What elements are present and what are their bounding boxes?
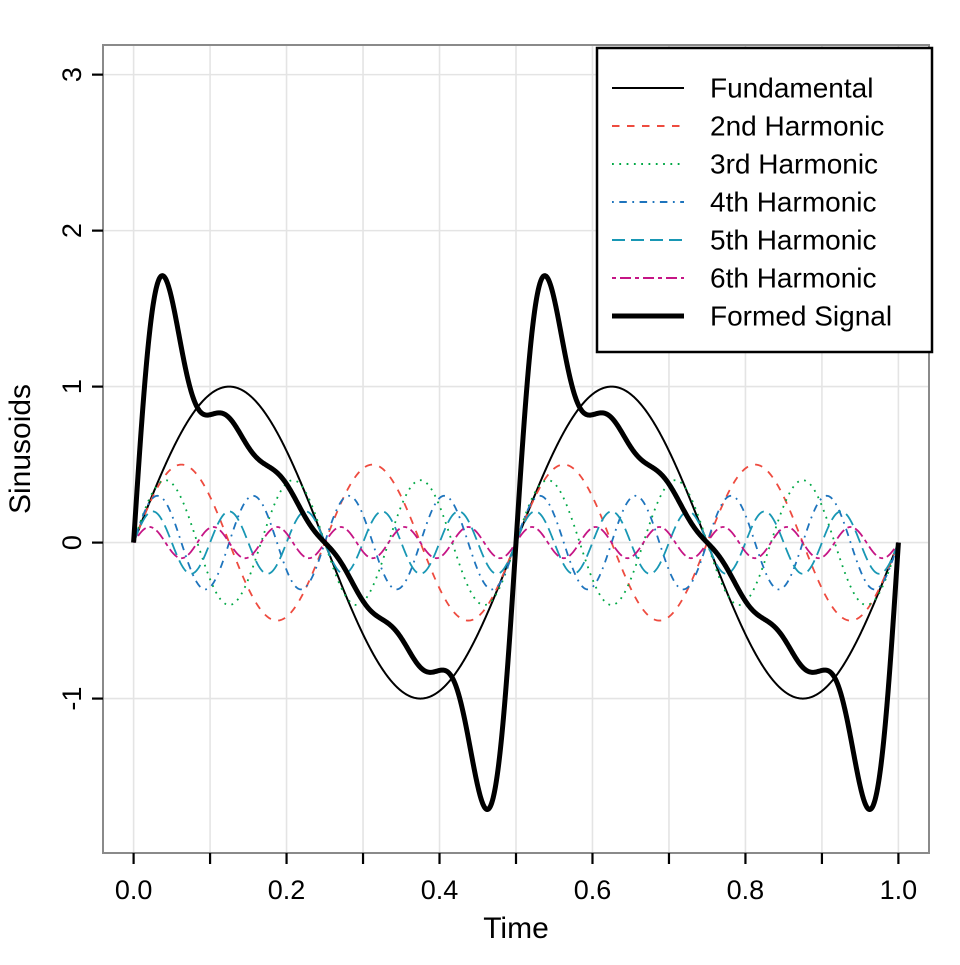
y-tick-label: 0	[57, 535, 87, 550]
y-tick-label: 2	[57, 223, 87, 238]
legend-label: 5th Harmonic	[710, 225, 877, 256]
legend-label: 3rd Harmonic	[710, 149, 878, 180]
x-tick-label: 1.0	[880, 875, 918, 905]
y-tick-label: 3	[57, 67, 87, 82]
x-tick-label: 0.2	[268, 875, 306, 905]
curve-formed-signal	[131, 273, 901, 812]
curves-layer	[131, 273, 901, 812]
x-tick-label: 0.6	[574, 875, 612, 905]
legend: Fundamental 2nd Harmonic 3rd Harmonic 4th H…	[595, 46, 934, 354]
legend-entry: 6th Harmonic	[612, 263, 877, 294]
y-axis-title: Sinusoids	[4, 384, 37, 514]
legend-entry: 5th Harmonic	[612, 225, 877, 256]
legend-entry: 2nd Harmonic	[612, 111, 884, 142]
y-tick-label: 1	[57, 379, 87, 394]
x-tick-label: 0.0	[115, 875, 153, 905]
legend-entry: Fundamental	[612, 73, 873, 104]
axis-layer: 0.0 0.2 0.4 0.6 0.8 1.0 -1 0 1 2 3	[57, 67, 917, 905]
legend-entry: 3rd Harmonic	[612, 149, 878, 180]
legend-label: Formed Signal	[710, 301, 892, 332]
legend-box	[595, 46, 934, 354]
x-axis-title: Time	[483, 912, 549, 945]
x-tick-label: 0.4	[421, 875, 459, 905]
y-tick-label: -1	[57, 687, 87, 711]
legend-label: 2nd Harmonic	[710, 111, 884, 142]
legend-entry: Formed Signal	[612, 301, 892, 332]
legend-label: 6th Harmonic	[710, 263, 877, 294]
legend-label: Fundamental	[710, 73, 873, 104]
x-tick-label: 0.8	[727, 875, 765, 905]
legend-entry: 4th Harmonic	[612, 187, 877, 218]
legend-label: 4th Harmonic	[710, 187, 877, 218]
curve-5th-harmonic	[132, 510, 900, 575]
